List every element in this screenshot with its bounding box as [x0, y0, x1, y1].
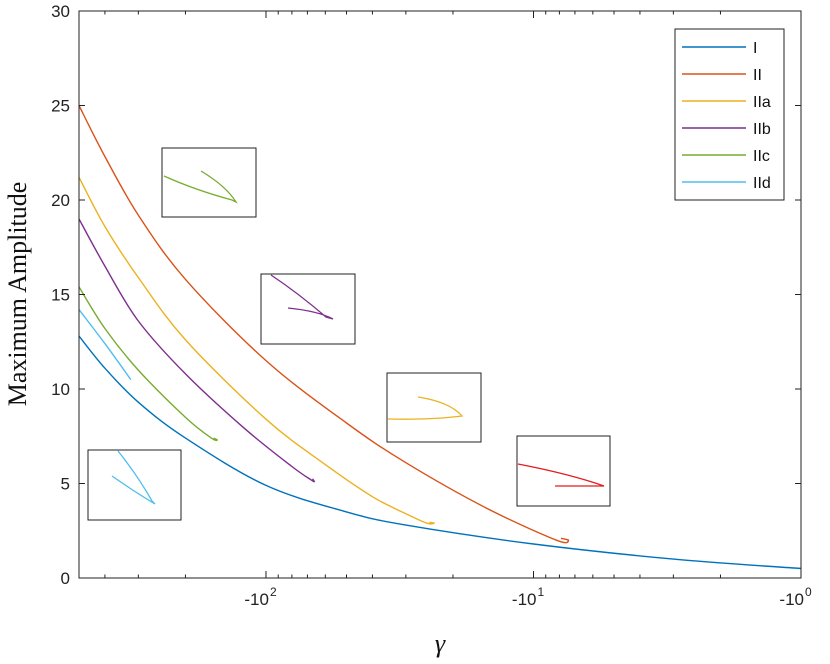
x-tick-exponent: 0	[805, 585, 812, 599]
legend-entry-iia: IIa	[682, 94, 771, 111]
legend-label: IIa	[753, 94, 771, 111]
x-tick-base: -10	[244, 590, 269, 609]
x-tick-base: -10	[512, 590, 537, 609]
legend-label: IIc	[753, 148, 770, 165]
series-line-iia	[78, 176, 435, 525]
inset-iid	[87, 449, 182, 521]
y-tick-label-3: 15	[51, 286, 70, 305]
series-line-i	[78, 335, 802, 570]
y-tick-label-5: 25	[51, 97, 70, 116]
inset-iic	[161, 147, 257, 218]
legend-label: I	[753, 40, 757, 57]
legend-label: IId	[753, 175, 771, 192]
inset-iid-curve	[111, 450, 156, 505]
y-tick-label-4: 20	[51, 191, 70, 210]
legend-box	[674, 28, 785, 201]
inset-iia	[386, 372, 482, 443]
x-axis-title: γ	[435, 629, 446, 658]
inset-iic-curve	[163, 170, 238, 204]
x-tick-label-2: -10 0	[779, 585, 812, 609]
inset-ii-frame	[516, 435, 611, 507]
legend-entry-iid: IId	[682, 175, 771, 192]
inset-iia-frame	[386, 372, 482, 443]
legend-label: IIb	[753, 121, 771, 138]
inset-iic-frame	[161, 147, 257, 218]
y-tick-label-2: 10	[51, 380, 70, 399]
inset-ii	[516, 435, 611, 507]
series-line-iid	[78, 309, 132, 381]
legend-entry-iib: IIb	[682, 121, 771, 138]
inset-ii-curve	[517, 463, 605, 487]
x-tick-label-1: -10 1	[512, 585, 545, 609]
series-line-iib	[78, 218, 316, 483]
legend-entry-iic: IIc	[682, 148, 770, 165]
legend-entry-i: I	[682, 40, 757, 57]
inset-iib	[260, 273, 356, 345]
series-line-iic	[78, 286, 219, 442]
inset-iia-curve	[387, 396, 464, 420]
series-line-ii	[78, 105, 570, 544]
legend-label: II	[753, 67, 762, 84]
inset-iib-frame	[260, 273, 356, 345]
x-tick-exponent: 1	[537, 585, 544, 599]
inset-iib-curve	[270, 274, 334, 320]
series-layer	[78, 105, 802, 570]
legend-entry-ii: II	[682, 67, 762, 84]
y-axis-title: Maximum Amplitude	[3, 182, 32, 407]
y-tick-label-6: 30	[51, 2, 70, 21]
plot-frame	[78, 10, 802, 579]
inset-iid-frame	[87, 449, 182, 521]
y-tick-label-1: 5	[61, 475, 70, 494]
x-tick-exponent: 2	[270, 585, 277, 599]
y-tick-label-0: 0	[61, 569, 70, 588]
x-tick-base: -10	[779, 590, 804, 609]
x-tick-label-0: -10 2	[244, 585, 277, 609]
